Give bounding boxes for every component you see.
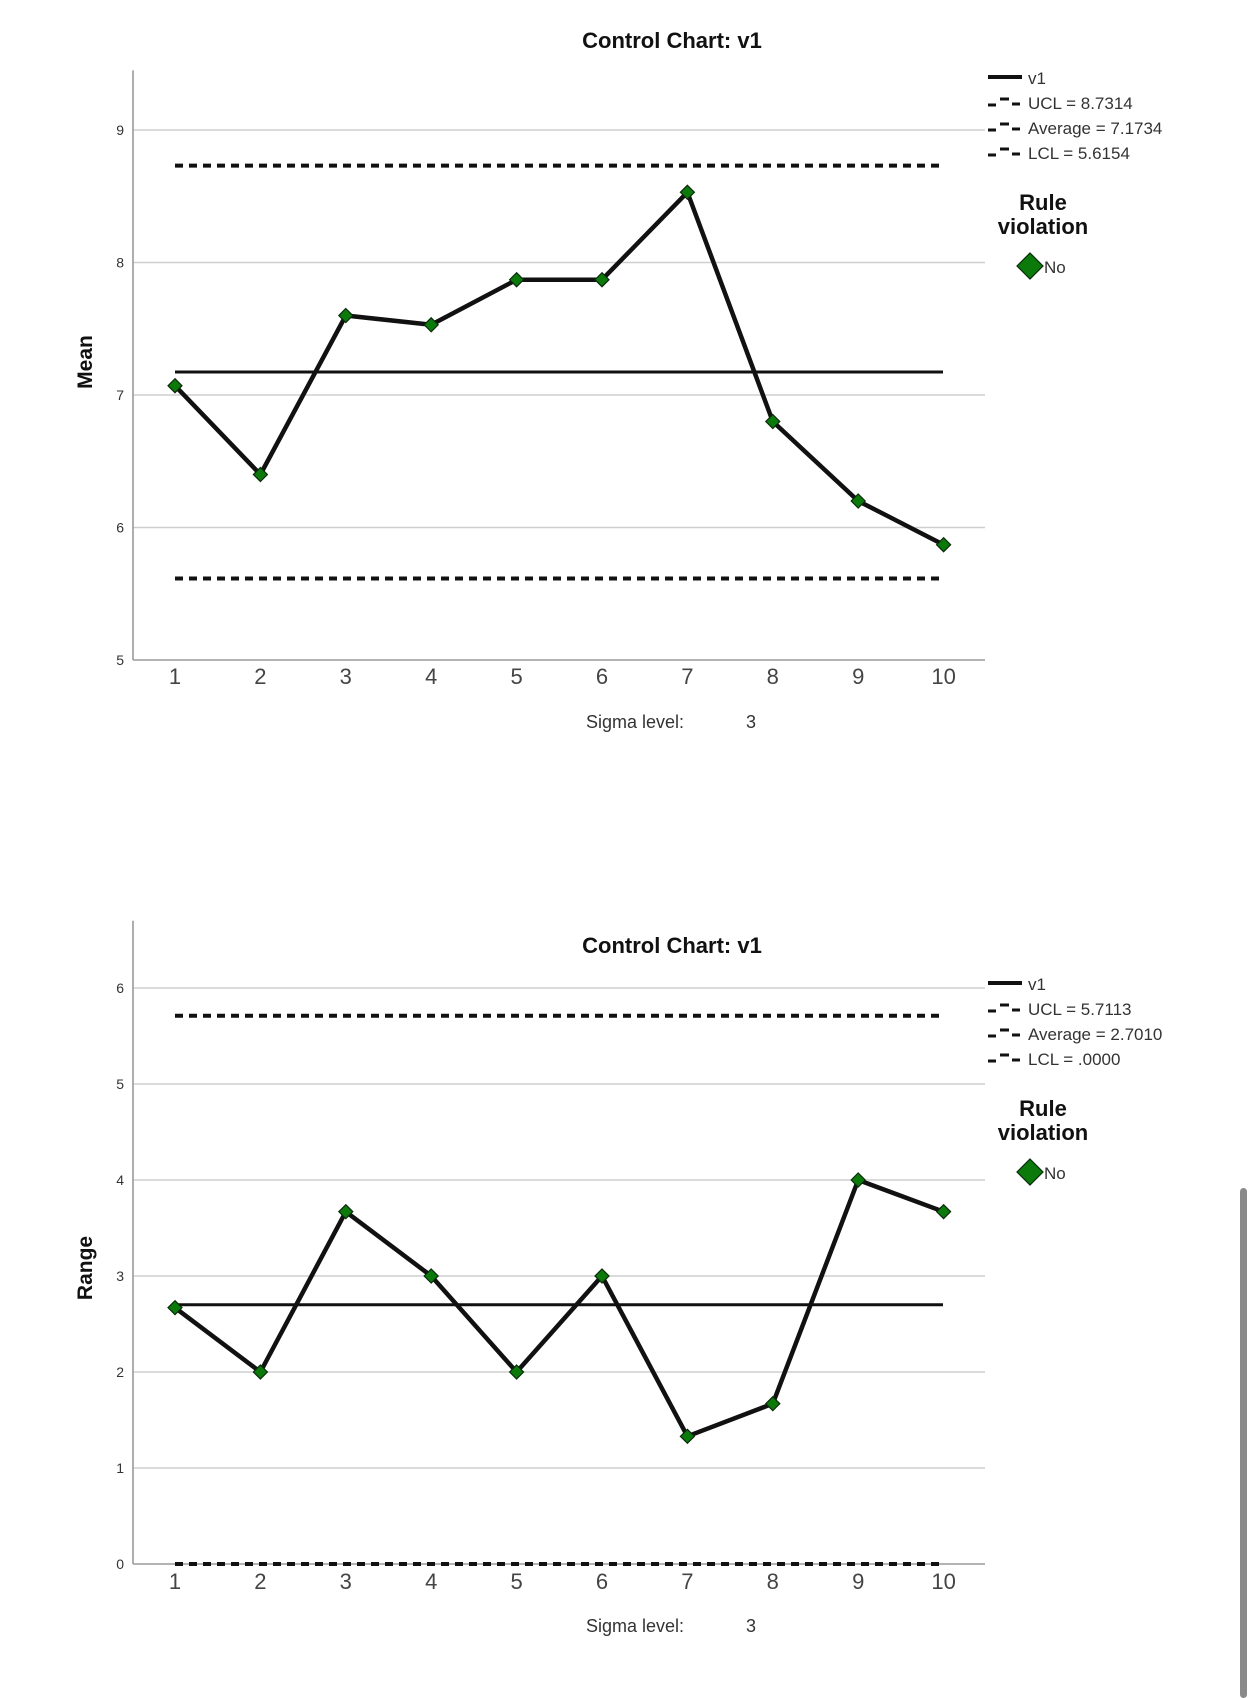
- x-tick-label: 6: [596, 1569, 608, 1594]
- legend-entry: LCL = .0000: [1028, 1050, 1120, 1069]
- x-tick-label: 5: [510, 664, 522, 689]
- y-tick-label: 8: [116, 255, 124, 271]
- series-line-v1: [173, 1177, 945, 1439]
- x-tick-label: 5: [510, 1569, 522, 1594]
- y-tick-label: 5: [116, 1076, 124, 1092]
- vertical-scrollbar[interactable]: [1240, 1188, 1247, 1698]
- y-tick-label: 1: [116, 1460, 124, 1476]
- x-tick-label: 1: [169, 664, 181, 689]
- legend-entry: UCL = 8.7314: [1028, 94, 1133, 113]
- series-line-v1: [173, 190, 945, 547]
- rule-violation-title-line2: violation: [998, 214, 1088, 239]
- data-point-marker: [764, 413, 781, 430]
- sigma-level-value: 3: [746, 1616, 756, 1636]
- x-tick-label: 1: [169, 1569, 181, 1594]
- data-point-marker: [167, 377, 183, 394]
- legend-entry: Average = 7.1734: [1028, 119, 1162, 138]
- y-tick-label: 3: [116, 1268, 124, 1284]
- x-tick-label: 2: [254, 664, 266, 689]
- legend-entry: LCL = 5.6154: [1028, 144, 1130, 163]
- data-point-marker: [850, 1172, 867, 1188]
- legend-swatch-dashed: [988, 1053, 1020, 1063]
- legend-swatch-dashed: [988, 1028, 1020, 1038]
- sigma-level-label: Sigma level:: [586, 712, 684, 732]
- data-point-marker: [508, 1364, 525, 1380]
- x-tick-label: 8: [767, 1569, 779, 1594]
- sigma-level-value: 3: [746, 712, 756, 732]
- rule-violation-no-marker: [1016, 252, 1044, 280]
- x-tick-label: 8: [767, 664, 779, 689]
- legend-entry: v1: [1028, 69, 1046, 88]
- rule-violation-title-line1: Rule: [1019, 1096, 1067, 1121]
- x-tick-label: 9: [852, 664, 864, 689]
- data-point-marker: [850, 493, 867, 509]
- y-axis-label: Mean: [74, 335, 97, 389]
- legend-entry: v1: [1028, 975, 1046, 994]
- y-tick-label: 9: [116, 122, 124, 138]
- rule-violation-no-label: No: [1044, 1164, 1066, 1183]
- y-tick-label: 2: [116, 1364, 124, 1380]
- legend-entry: UCL = 5.7113: [1028, 1000, 1132, 1019]
- legend-swatch-dashed: [988, 97, 1020, 107]
- rule-violation-no-label: No: [1044, 258, 1066, 277]
- data-point-marker: [423, 316, 440, 333]
- x-tick-label: 7: [681, 664, 693, 689]
- data-point-marker: [594, 1268, 610, 1284]
- legend-swatch-dashed: [988, 147, 1020, 157]
- data-point-marker: [679, 1428, 696, 1445]
- data-point-marker: [337, 307, 354, 324]
- legend-swatch-dashed: [988, 1003, 1020, 1013]
- x-tick-label: 4: [425, 1569, 437, 1594]
- data-point-marker: [423, 1268, 440, 1284]
- data-point-marker: [594, 271, 610, 288]
- rule-violation-title-line1: Rule: [1019, 190, 1067, 215]
- y-tick-label: 7: [116, 387, 124, 403]
- data-point-marker: [337, 1203, 354, 1220]
- x-tick-label: 10: [931, 664, 955, 689]
- x-tick-label: 4: [425, 664, 437, 689]
- data-point-marker: [935, 536, 952, 553]
- mean-control-chart: Control Chart: v1 5 6 7 8 9 1 2 3 4 5 6 7 8 9 10 Mean Sig…: [74, 28, 1162, 732]
- data-point-marker: [252, 466, 269, 483]
- data-point-marker: [679, 184, 696, 201]
- data-point-marker: [935, 1203, 952, 1220]
- sigma-level-label: Sigma level:: [586, 1616, 684, 1636]
- x-tick-label: 2: [254, 1569, 266, 1594]
- chart-title: Control Chart: v1: [582, 28, 762, 53]
- y-tick-label: 6: [116, 980, 124, 996]
- x-tick-label: 3: [340, 664, 352, 689]
- y-tick-label: 6: [116, 520, 124, 536]
- y-axis-label: Range: [74, 1236, 97, 1300]
- x-tick-label: 7: [681, 1569, 693, 1594]
- data-point-marker: [508, 271, 525, 288]
- x-tick-label: 6: [596, 664, 608, 689]
- range-control-chart: Control Chart: v1 0 1 2 3 4 5 6 1 2 3 4 5 6 7 8 9 10 Range…: [74, 920, 1162, 1636]
- legend-entry: Average = 2.7010: [1028, 1025, 1162, 1044]
- x-tick-label: 10: [931, 1569, 955, 1594]
- data-point-marker: [167, 1299, 183, 1316]
- y-tick-label: 0: [116, 1556, 124, 1572]
- y-tick-label: 4: [116, 1172, 124, 1188]
- data-point-marker: [764, 1395, 781, 1412]
- y-tick-label: 5: [116, 652, 124, 668]
- data-point-marker: [252, 1364, 269, 1380]
- rule-violation-title-line2: violation: [998, 1120, 1088, 1145]
- legend-swatch-dashed: [988, 122, 1020, 132]
- chart-title: Control Chart: v1: [582, 933, 762, 958]
- x-tick-label: 3: [340, 1569, 352, 1594]
- rule-violation-no-marker: [1016, 1158, 1044, 1186]
- x-tick-label: 9: [852, 1569, 864, 1594]
